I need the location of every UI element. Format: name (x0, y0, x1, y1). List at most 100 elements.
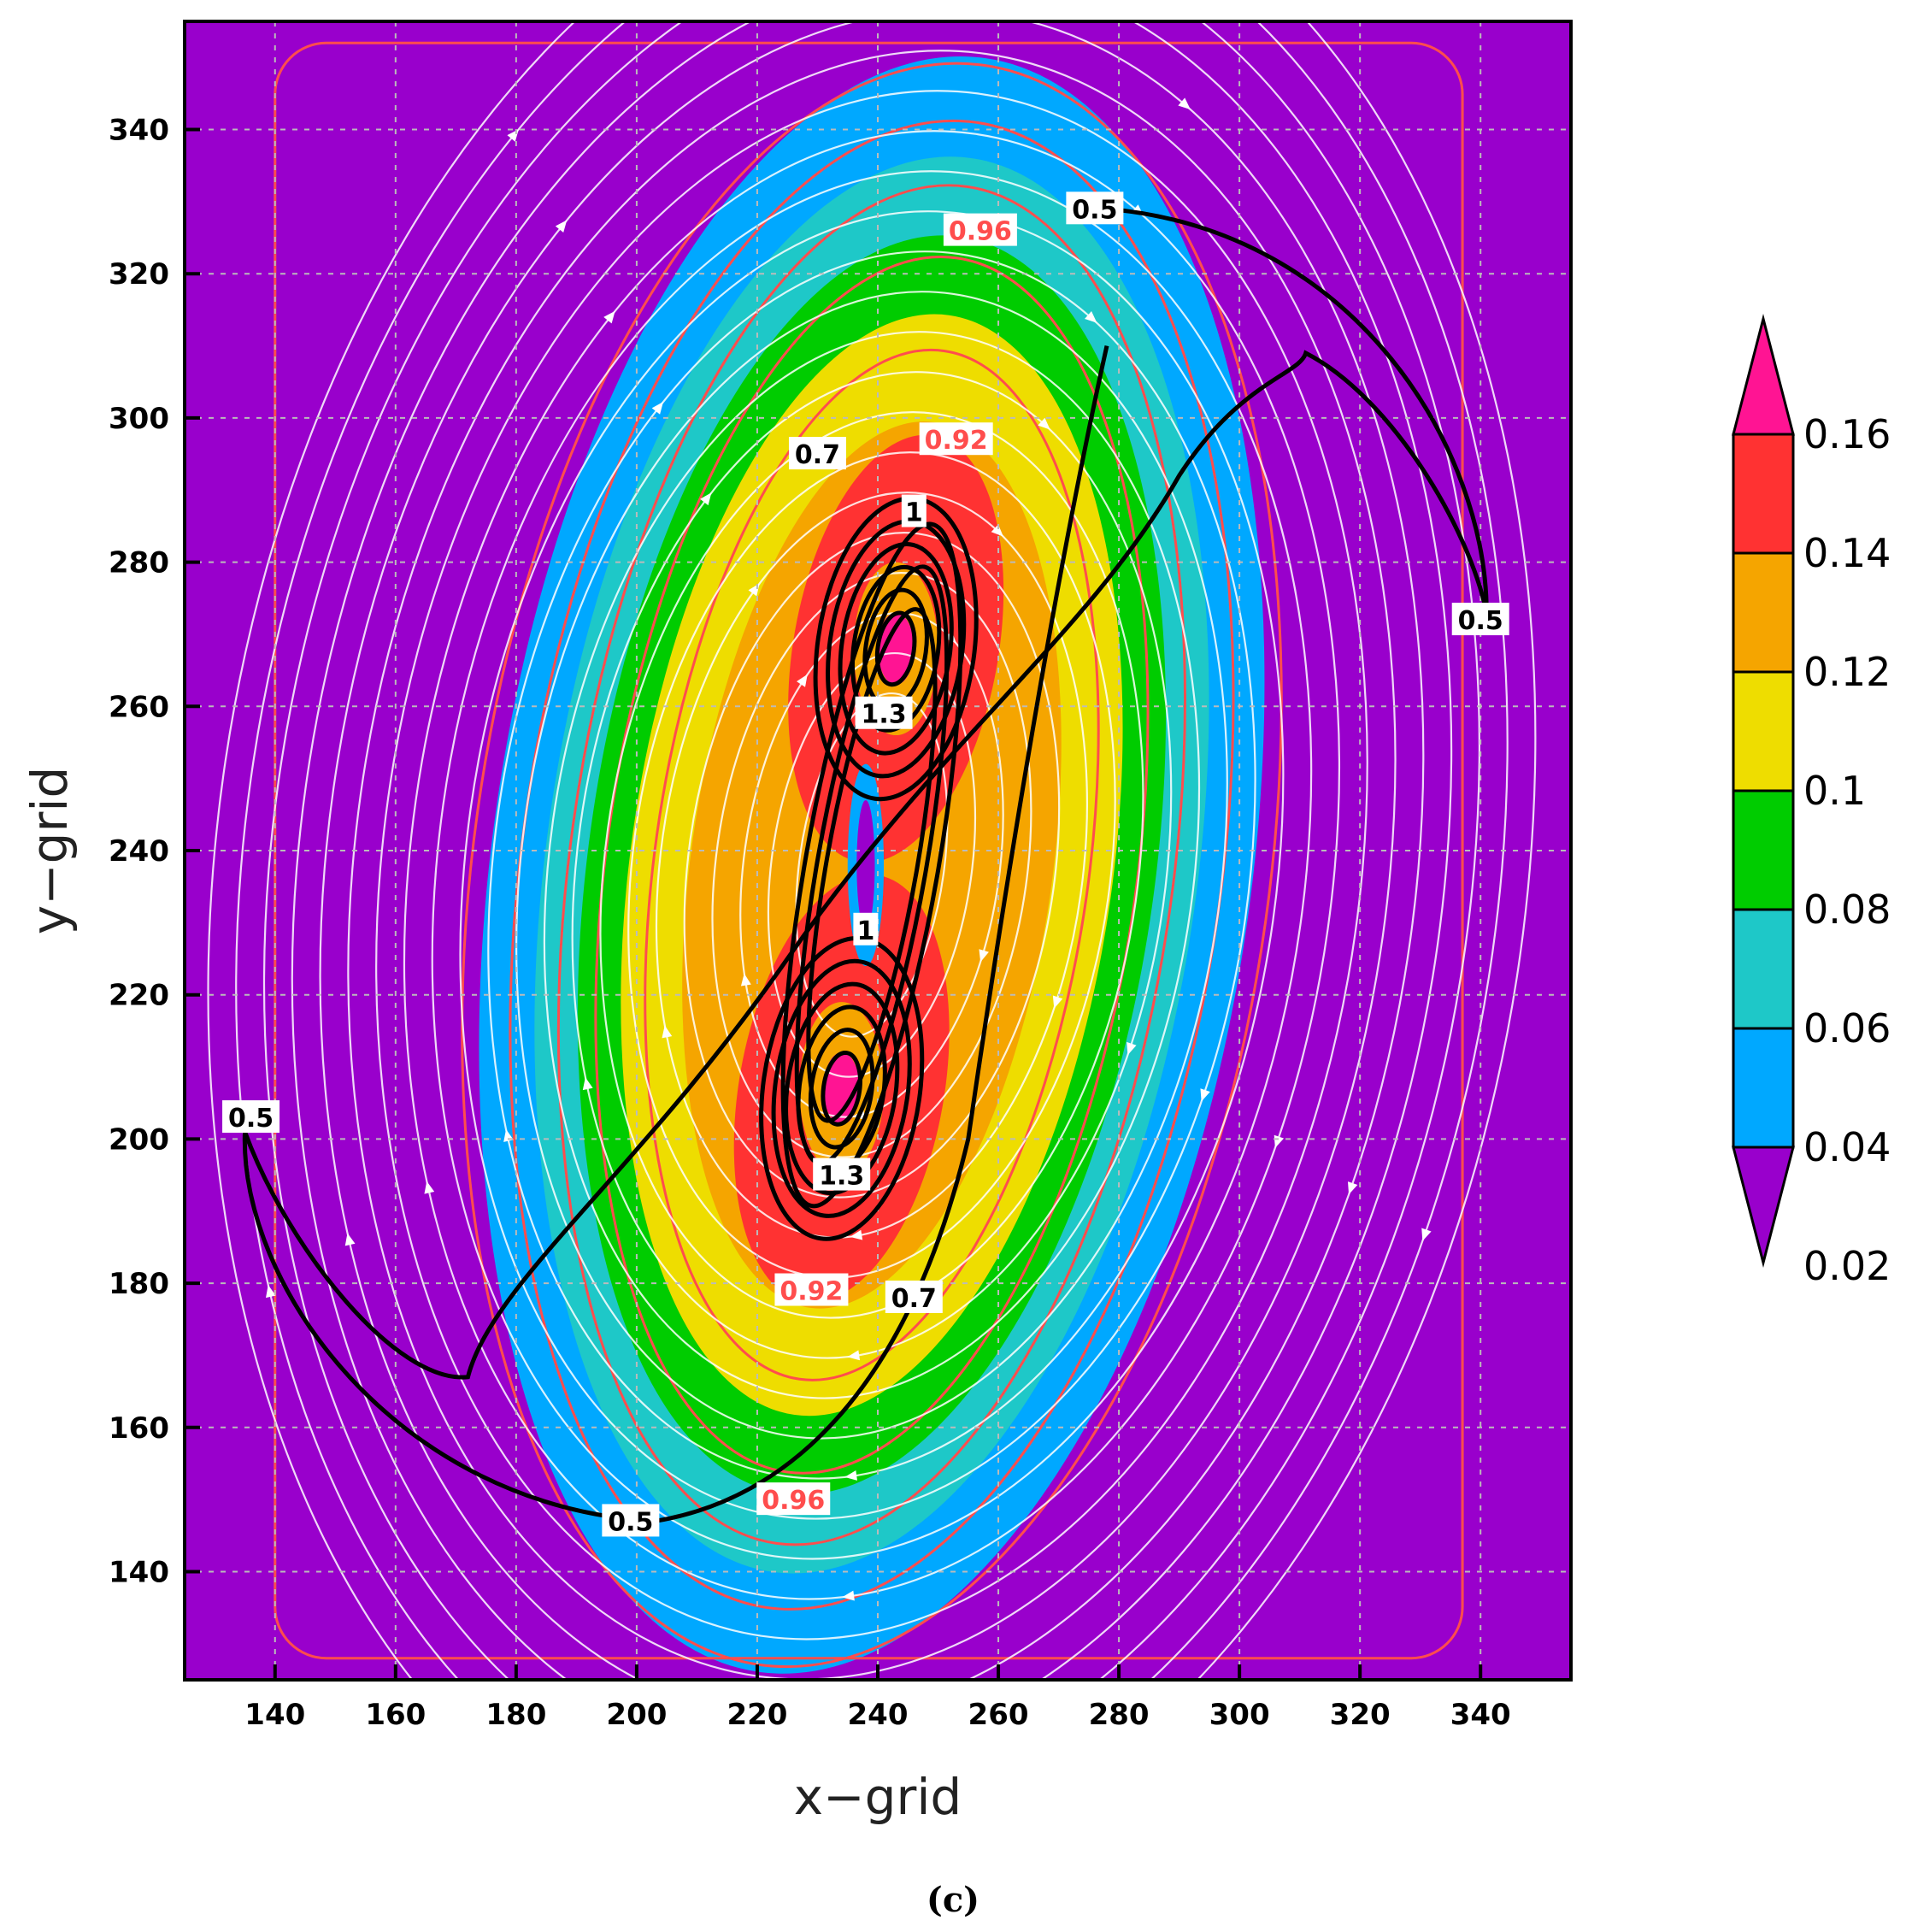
y-tick-label: 280 (109, 546, 169, 580)
streamline-arrow (651, 402, 664, 415)
black-contour-label: 0.5 (1066, 191, 1124, 225)
streamline (291, 21, 1453, 1680)
streamline-arrow (797, 674, 808, 687)
colorbar: 0.16 0.14 0.12 0.1 0.08 0.06 0.04 0.02 (1732, 314, 1891, 1289)
colorbar-bottom-triangle (1732, 1146, 1795, 1268)
streamline (599, 411, 1144, 1319)
streamline-arrow (836, 1831, 849, 1843)
black-contour-0.5-link (654, 345, 1109, 1523)
x-tick-label: 140 (244, 1698, 305, 1732)
streamline (795, 692, 949, 1038)
streamline-arrow (844, 1470, 857, 1481)
y-tick-label: 160 (109, 1411, 169, 1446)
x-tick-label: 240 (848, 1698, 909, 1732)
black-contour-label: 0.5 (222, 1100, 280, 1134)
streamline (515, 291, 1228, 1440)
streamline (263, 21, 1480, 1680)
colorbar-label: 0.08 (1803, 886, 1891, 933)
black-contour-0.5-upper (1106, 206, 1489, 613)
red-contour-3 (594, 256, 1150, 1475)
streamline (431, 170, 1313, 1560)
neck-core (856, 799, 875, 930)
black-contour-0.5-lower (242, 1131, 656, 1523)
black-contour-0.5-body (243, 350, 1489, 1380)
black-contour-outer-0 (780, 521, 963, 1209)
gridlines (185, 21, 1571, 1680)
streamline-arrow (1178, 97, 1191, 110)
black-contour-label: 0.5 (1451, 603, 1509, 636)
black-label-text: 0.5 (1458, 606, 1503, 636)
streamline-arrow (740, 973, 751, 987)
streamline (487, 250, 1256, 1480)
streamline-arrow (266, 1285, 276, 1299)
streamline (375, 90, 1368, 1640)
colorbar-label: 0.02 (1803, 1243, 1891, 1289)
x-tick-label: 200 (606, 1698, 667, 1732)
band-0.16-core-0 (878, 612, 915, 686)
black-label-bg (1451, 603, 1509, 636)
figure-caption: (c) (927, 1880, 979, 1920)
streamline-arrow (1421, 1228, 1432, 1241)
streamline-arrow (1085, 311, 1097, 323)
colorbar-segment (1732, 789, 1795, 911)
streamline-arrow (1225, 0, 1240, 7)
streamline-arrow (1127, 1041, 1137, 1056)
y-tick-label: 320 (109, 257, 169, 292)
red-contour-2 (556, 184, 1187, 1546)
y-tick-label: 340 (109, 114, 169, 148)
black-label-bg (602, 1504, 660, 1537)
red-label-text: 0.96 (762, 1486, 825, 1516)
x-tick-label: 260 (968, 1698, 1029, 1732)
streamline (207, 21, 1537, 1680)
red-label-bg (919, 422, 993, 456)
black-contour-label: 0.7 (885, 1280, 943, 1314)
y-tick-label: 140 (109, 1555, 169, 1589)
streamline (683, 532, 1061, 1199)
streamline-arrow (979, 949, 989, 963)
y-tick-label: 240 (109, 834, 169, 869)
black-contour-vortex-0 (850, 564, 942, 733)
y-tick-label: 180 (109, 1267, 169, 1301)
streamline-arrow (847, 1350, 861, 1361)
black-label-text: 0.5 (608, 1507, 653, 1537)
red-contour-4 (644, 348, 1100, 1381)
streamline (319, 21, 1425, 1680)
contour-labels: 0.5 0.5 0.5 0.5 0.7 0.7 1 1 1.3 1.3 0.96 0.92 0.92 0.… (222, 191, 1509, 1537)
black-label-bg (1066, 191, 1124, 225)
colorbar-segment (1732, 670, 1795, 792)
black-label-bg (901, 494, 927, 527)
x-tick-label: 280 (1089, 1698, 1150, 1732)
colorbar-label: 0.04 (1803, 1124, 1891, 1170)
streamlines (207, 0, 1537, 1843)
streamline (235, 21, 1509, 1680)
black-label-bg (222, 1100, 280, 1134)
black-label-text: 1.3 (819, 1162, 864, 1192)
black-contour-vortex-1 (771, 958, 912, 1218)
y-tick-label: 200 (109, 1122, 169, 1157)
streamline-arrow (850, 1229, 863, 1240)
streamline (711, 572, 1032, 1158)
black-contour-vortex-0 (838, 542, 954, 756)
x-tick-label: 320 (1330, 1698, 1391, 1732)
y-tick-label: 260 (109, 690, 169, 724)
streamline (403, 130, 1340, 1600)
black-contour-vortex-1 (784, 981, 900, 1196)
streamline-arrow (842, 1590, 855, 1601)
colorbar-segment (1732, 433, 1795, 555)
red-contour-label: 0.92 (919, 422, 993, 456)
x-tick-label: 300 (1209, 1698, 1270, 1732)
x-tick-label: 160 (365, 1698, 426, 1732)
black-label-text: 1 (856, 916, 874, 946)
colorbar-label: 0.14 (1803, 530, 1891, 576)
black-label-text: 0.5 (1072, 195, 1117, 225)
colorbar-label: 0.06 (1803, 1005, 1891, 1051)
y-tick-label: 220 (109, 979, 169, 1013)
band-0.16-core-1 (823, 1052, 860, 1125)
colorbar-label: 0.1 (1803, 768, 1866, 814)
red-label-text: 0.96 (949, 217, 1012, 247)
black-contour-label: 0.5 (602, 1504, 660, 1537)
x-tick-label: 180 (485, 1698, 546, 1732)
streamline-arrow (1038, 417, 1050, 430)
black-label-bg (813, 1157, 871, 1191)
